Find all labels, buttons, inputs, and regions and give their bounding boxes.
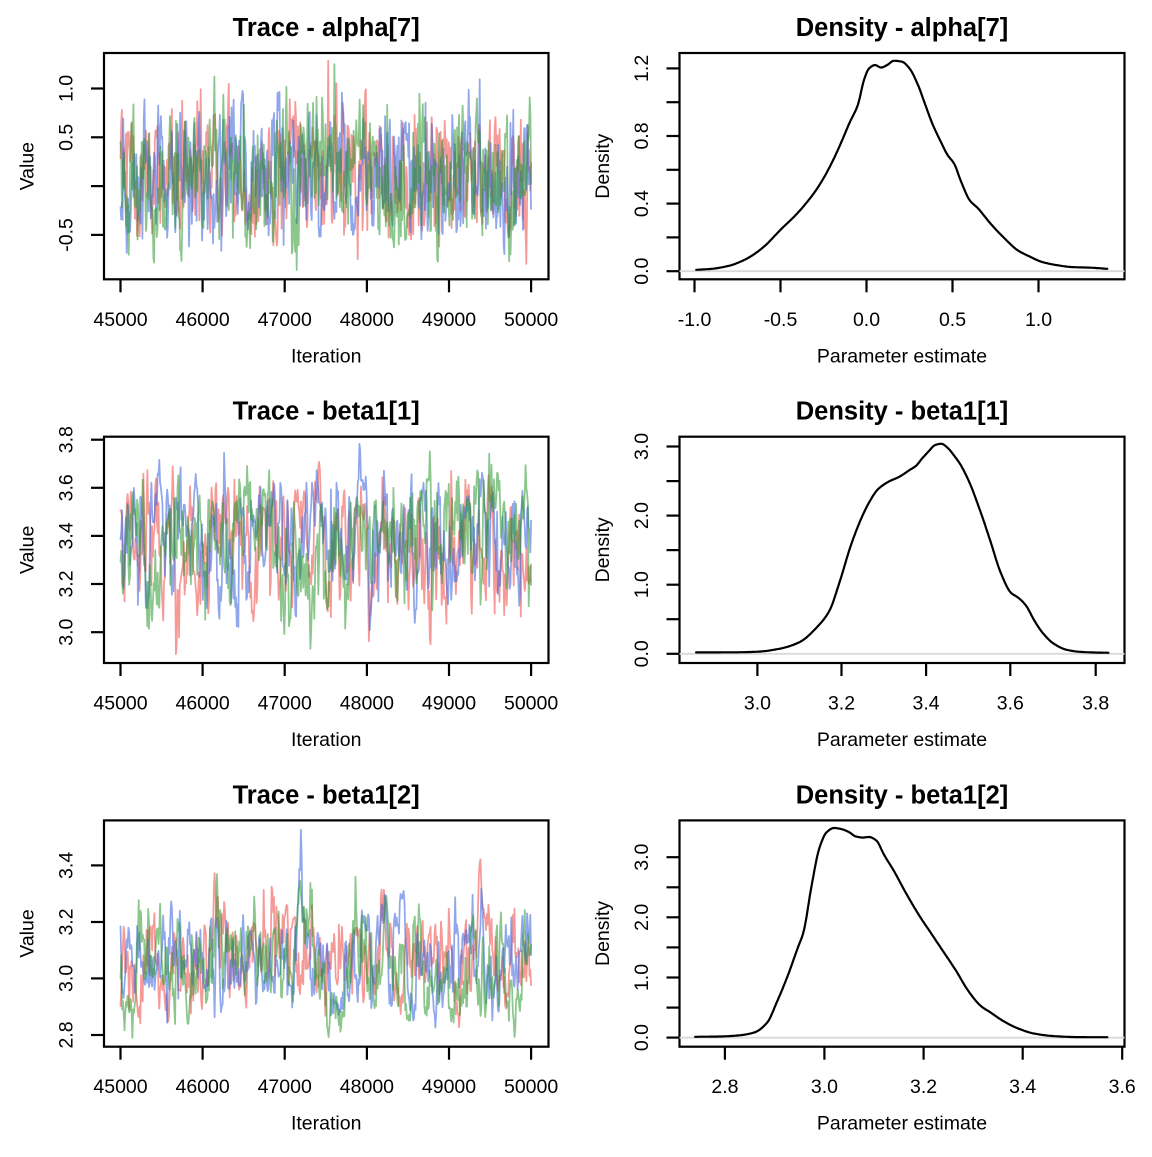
svg-text:3.2: 3.2: [56, 908, 78, 935]
svg-text:1.0: 1.0: [1025, 309, 1052, 331]
svg-text:3.0: 3.0: [744, 693, 771, 715]
svg-text:-0.5: -0.5: [56, 218, 78, 252]
svg-text:3.6: 3.6: [56, 474, 78, 501]
svg-text:3.0: 3.0: [811, 1076, 838, 1098]
svg-text:48000: 48000: [340, 309, 394, 331]
svg-text:Parameter estimate: Parameter estimate: [817, 345, 987, 367]
svg-text:3.4: 3.4: [1009, 1076, 1036, 1098]
svg-text:49000: 49000: [422, 309, 476, 331]
svg-text:47000: 47000: [258, 1076, 312, 1098]
svg-text:Value: Value: [17, 142, 39, 190]
svg-text:Parameter estimate: Parameter estimate: [817, 1113, 987, 1135]
svg-text:45000: 45000: [93, 309, 147, 331]
svg-text:46000: 46000: [175, 693, 229, 715]
svg-text:0.5: 0.5: [939, 309, 966, 331]
svg-text:Trace - alpha[7]: Trace - alpha[7]: [233, 14, 420, 42]
svg-text:50000: 50000: [504, 309, 558, 331]
svg-text:-1.0: -1.0: [678, 309, 712, 331]
svg-text:48000: 48000: [340, 1076, 394, 1098]
svg-text:48000: 48000: [340, 693, 394, 715]
svg-text:49000: 49000: [422, 1076, 476, 1098]
svg-text:0.4: 0.4: [631, 190, 653, 217]
svg-text:1.0: 1.0: [631, 571, 653, 598]
svg-text:Iteration: Iteration: [291, 1113, 361, 1135]
svg-text:Density - alpha[7]: Density - alpha[7]: [796, 14, 1009, 42]
svg-text:50000: 50000: [504, 693, 558, 715]
svg-text:2.0: 2.0: [631, 904, 653, 931]
svg-text:3.8: 3.8: [56, 426, 78, 453]
svg-text:3.0: 3.0: [56, 618, 78, 645]
svg-text:Density - beta1[2]: Density - beta1[2]: [796, 781, 1009, 809]
svg-text:-0.5: -0.5: [764, 309, 798, 331]
svg-text:3.6: 3.6: [1109, 1076, 1136, 1098]
svg-text:3.2: 3.2: [910, 1076, 937, 1098]
svg-text:0.8: 0.8: [631, 122, 653, 149]
svg-text:2.8: 2.8: [711, 1076, 738, 1098]
svg-text:Trace - beta1[2]: Trace - beta1[2]: [233, 781, 420, 809]
svg-text:Iteration: Iteration: [291, 345, 361, 367]
svg-text:47000: 47000: [258, 693, 312, 715]
svg-text:Value: Value: [17, 909, 39, 957]
svg-text:0.0: 0.0: [631, 257, 653, 284]
svg-text:3.4: 3.4: [913, 693, 940, 715]
svg-text:2.8: 2.8: [56, 1021, 78, 1048]
svg-text:3.6: 3.6: [997, 693, 1024, 715]
svg-text:1.2: 1.2: [631, 55, 653, 82]
svg-text:3.4: 3.4: [56, 522, 78, 549]
svg-text:3.2: 3.2: [828, 693, 855, 715]
svg-text:Density: Density: [592, 133, 614, 198]
svg-text:Iteration: Iteration: [291, 729, 361, 751]
svg-text:Density: Density: [592, 517, 614, 582]
svg-text:Trace - beta1[1]: Trace - beta1[1]: [233, 398, 420, 426]
svg-text:45000: 45000: [93, 1076, 147, 1098]
svg-text:Density: Density: [592, 901, 614, 966]
svg-text:Parameter estimate: Parameter estimate: [817, 729, 987, 751]
svg-text:0.0: 0.0: [631, 1024, 653, 1051]
svg-text:50000: 50000: [504, 1076, 558, 1098]
svg-text:47000: 47000: [258, 309, 312, 331]
svg-text:3.0: 3.0: [56, 965, 78, 992]
svg-text:46000: 46000: [175, 1076, 229, 1098]
svg-text:0.0: 0.0: [853, 309, 880, 331]
svg-text:3.4: 3.4: [56, 852, 78, 879]
svg-text:Value: Value: [17, 526, 39, 574]
svg-text:3.2: 3.2: [56, 570, 78, 597]
svg-text:45000: 45000: [93, 693, 147, 715]
svg-text:1.0: 1.0: [56, 75, 78, 102]
svg-text:46000: 46000: [175, 309, 229, 331]
svg-text:Density - beta1[1]: Density - beta1[1]: [796, 398, 1009, 426]
svg-text:0.0: 0.0: [631, 640, 653, 667]
svg-text:1.0: 1.0: [631, 964, 653, 991]
svg-text:3.0: 3.0: [631, 843, 653, 870]
svg-text:3.8: 3.8: [1082, 693, 1109, 715]
svg-text:49000: 49000: [422, 693, 476, 715]
svg-text:0.5: 0.5: [56, 124, 78, 151]
svg-text:3.0: 3.0: [631, 433, 653, 460]
svg-text:2.0: 2.0: [631, 502, 653, 529]
